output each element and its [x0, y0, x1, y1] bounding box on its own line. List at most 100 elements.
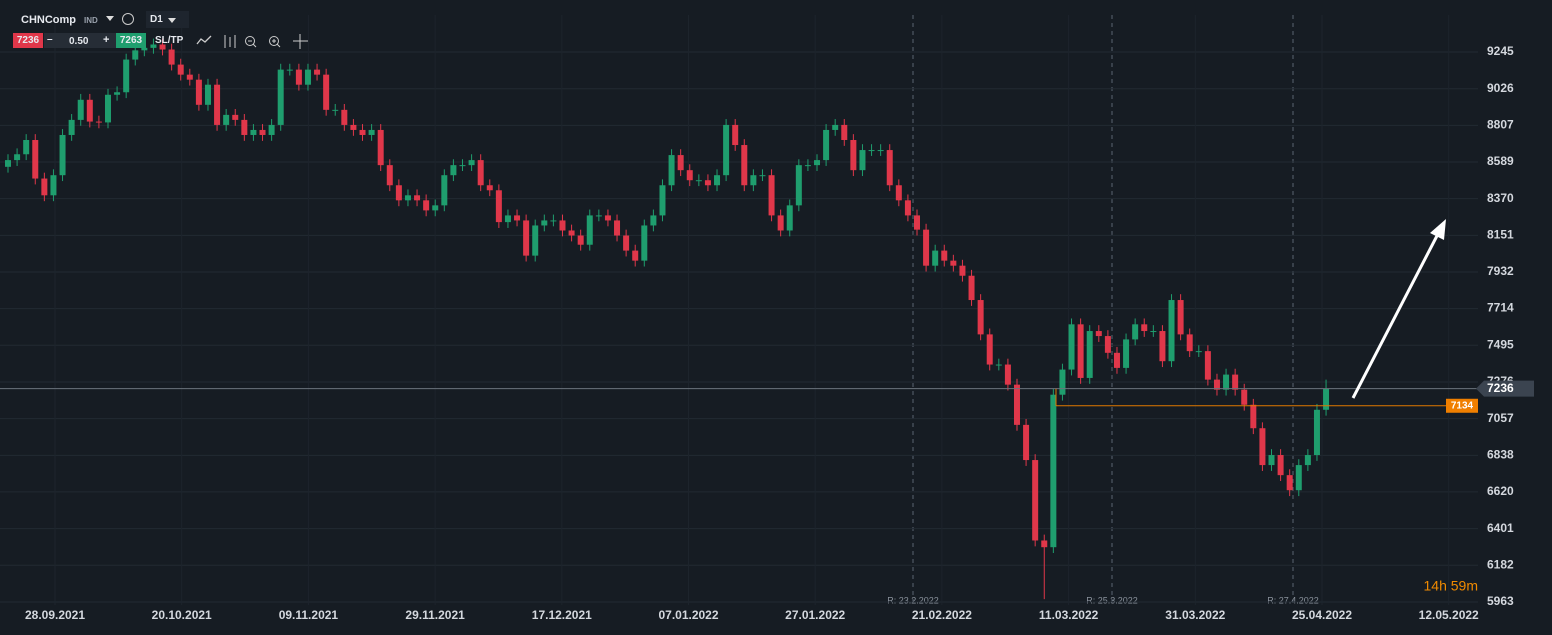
candle-body	[732, 124, 739, 146]
candle-body	[859, 150, 866, 171]
candle-body	[586, 215, 593, 245]
candle-body	[404, 195, 411, 201]
candle-body	[295, 69, 302, 85]
candle-body	[568, 230, 575, 236]
candle-body	[114, 92, 121, 95]
candle-body	[150, 44, 157, 48]
candle-body	[932, 250, 939, 266]
x-tick-label: 07.01.2022	[658, 608, 718, 622]
candle-body	[1150, 331, 1157, 333]
candle-body	[123, 59, 130, 93]
candle-body	[950, 260, 957, 266]
candle-body	[1268, 455, 1275, 466]
candle-body	[1032, 460, 1039, 541]
candle-body	[223, 114, 230, 125]
candle-body	[395, 185, 402, 201]
candle-body	[432, 205, 439, 211]
candle-body	[486, 185, 493, 191]
buy-price[interactable]: 7263	[116, 33, 146, 48]
x-tick-label: 17.12.2021	[532, 608, 592, 622]
candle-body	[741, 145, 748, 186]
sell-price[interactable]: 7236	[13, 33, 43, 48]
candle-body	[1204, 351, 1211, 380]
candle-body	[695, 180, 702, 182]
info-icon[interactable]	[122, 13, 134, 25]
candle-body	[141, 47, 148, 51]
candle-body	[450, 165, 457, 176]
candle-body	[877, 150, 884, 152]
toolbar: CHNComp IND D1 7236 – 0.50 + 7263 SL/TP	[0, 0, 1552, 60]
dropdown[interactable]	[106, 16, 114, 25]
x-tick-label: 31.03.2022	[1165, 608, 1225, 622]
candle-body	[1077, 324, 1084, 378]
candle-body	[923, 229, 930, 266]
candle-body	[1304, 455, 1311, 466]
candle-body	[795, 165, 802, 206]
candle-body	[250, 129, 257, 135]
candle-body	[977, 300, 984, 335]
candle-body	[832, 124, 839, 130]
marker-label: R: 27.4.2022	[1267, 595, 1319, 605]
candle-body	[659, 185, 666, 216]
current-price-tag	[1476, 380, 1534, 397]
candle-body	[14, 154, 21, 161]
candle-body	[268, 124, 275, 135]
candle-body	[904, 200, 911, 216]
x-tick-label: 20.10.2021	[152, 608, 212, 622]
candle-body	[50, 175, 57, 196]
y-tick-label: 6838	[1487, 448, 1514, 462]
candle-body	[423, 200, 430, 211]
tool-icons[interactable]	[195, 32, 315, 52]
candle-body	[377, 129, 384, 166]
lot[interactable]: 0.50	[69, 36, 89, 47]
symbol[interactable]: CHNComp	[21, 14, 76, 26]
candle-body	[677, 155, 684, 171]
plus[interactable]: +	[103, 34, 110, 46]
y-tick-label: 7057	[1487, 411, 1514, 425]
candle-body	[1104, 336, 1111, 353]
y-tick-label: 9026	[1487, 81, 1514, 95]
candle-body	[168, 49, 175, 65]
y-tick-label: 5963	[1487, 594, 1514, 608]
y-tick-label: 7714	[1487, 301, 1514, 315]
candle-body	[1186, 334, 1193, 352]
candle-body	[768, 175, 775, 216]
candle-body	[959, 265, 966, 276]
timeframe[interactable]: D1	[146, 11, 189, 28]
dropdown[interactable]	[168, 18, 176, 27]
candle-body	[668, 155, 675, 186]
timer: 14h 59m	[1424, 578, 1478, 594]
y-tick-label: 9245	[1487, 44, 1514, 58]
candle-body	[750, 175, 757, 186]
candle-body	[532, 225, 539, 256]
candle-body	[986, 334, 993, 365]
order-label: 7134	[1451, 400, 1474, 411]
candle-body	[1068, 324, 1075, 370]
candle-body	[968, 275, 975, 301]
candle-body	[1232, 374, 1239, 390]
candle-body	[777, 215, 784, 231]
candle-body	[214, 84, 221, 125]
candle-body	[41, 178, 48, 196]
order-tag	[1446, 398, 1478, 413]
candle-body	[241, 119, 248, 135]
candle-body	[1159, 331, 1166, 362]
candle-body	[23, 140, 30, 155]
x-tick-label: 21.02.2022	[912, 608, 972, 622]
arrow-head	[1430, 219, 1446, 240]
candle-body	[1095, 331, 1102, 337]
y-tick-label: 6401	[1487, 521, 1514, 535]
candle-body	[1050, 394, 1057, 548]
sltp[interactable]: SL/TP	[155, 35, 184, 46]
candle-body	[350, 124, 357, 130]
candle-body	[1313, 409, 1320, 456]
minus[interactable]: –	[47, 34, 53, 45]
candle-body	[641, 225, 648, 261]
candle-body	[550, 220, 557, 222]
candle-body	[823, 129, 830, 161]
candle-body	[177, 64, 184, 75]
candle-body	[441, 175, 448, 206]
candle-body	[895, 185, 902, 201]
x-tick-label: 09.11.2021	[279, 608, 339, 622]
